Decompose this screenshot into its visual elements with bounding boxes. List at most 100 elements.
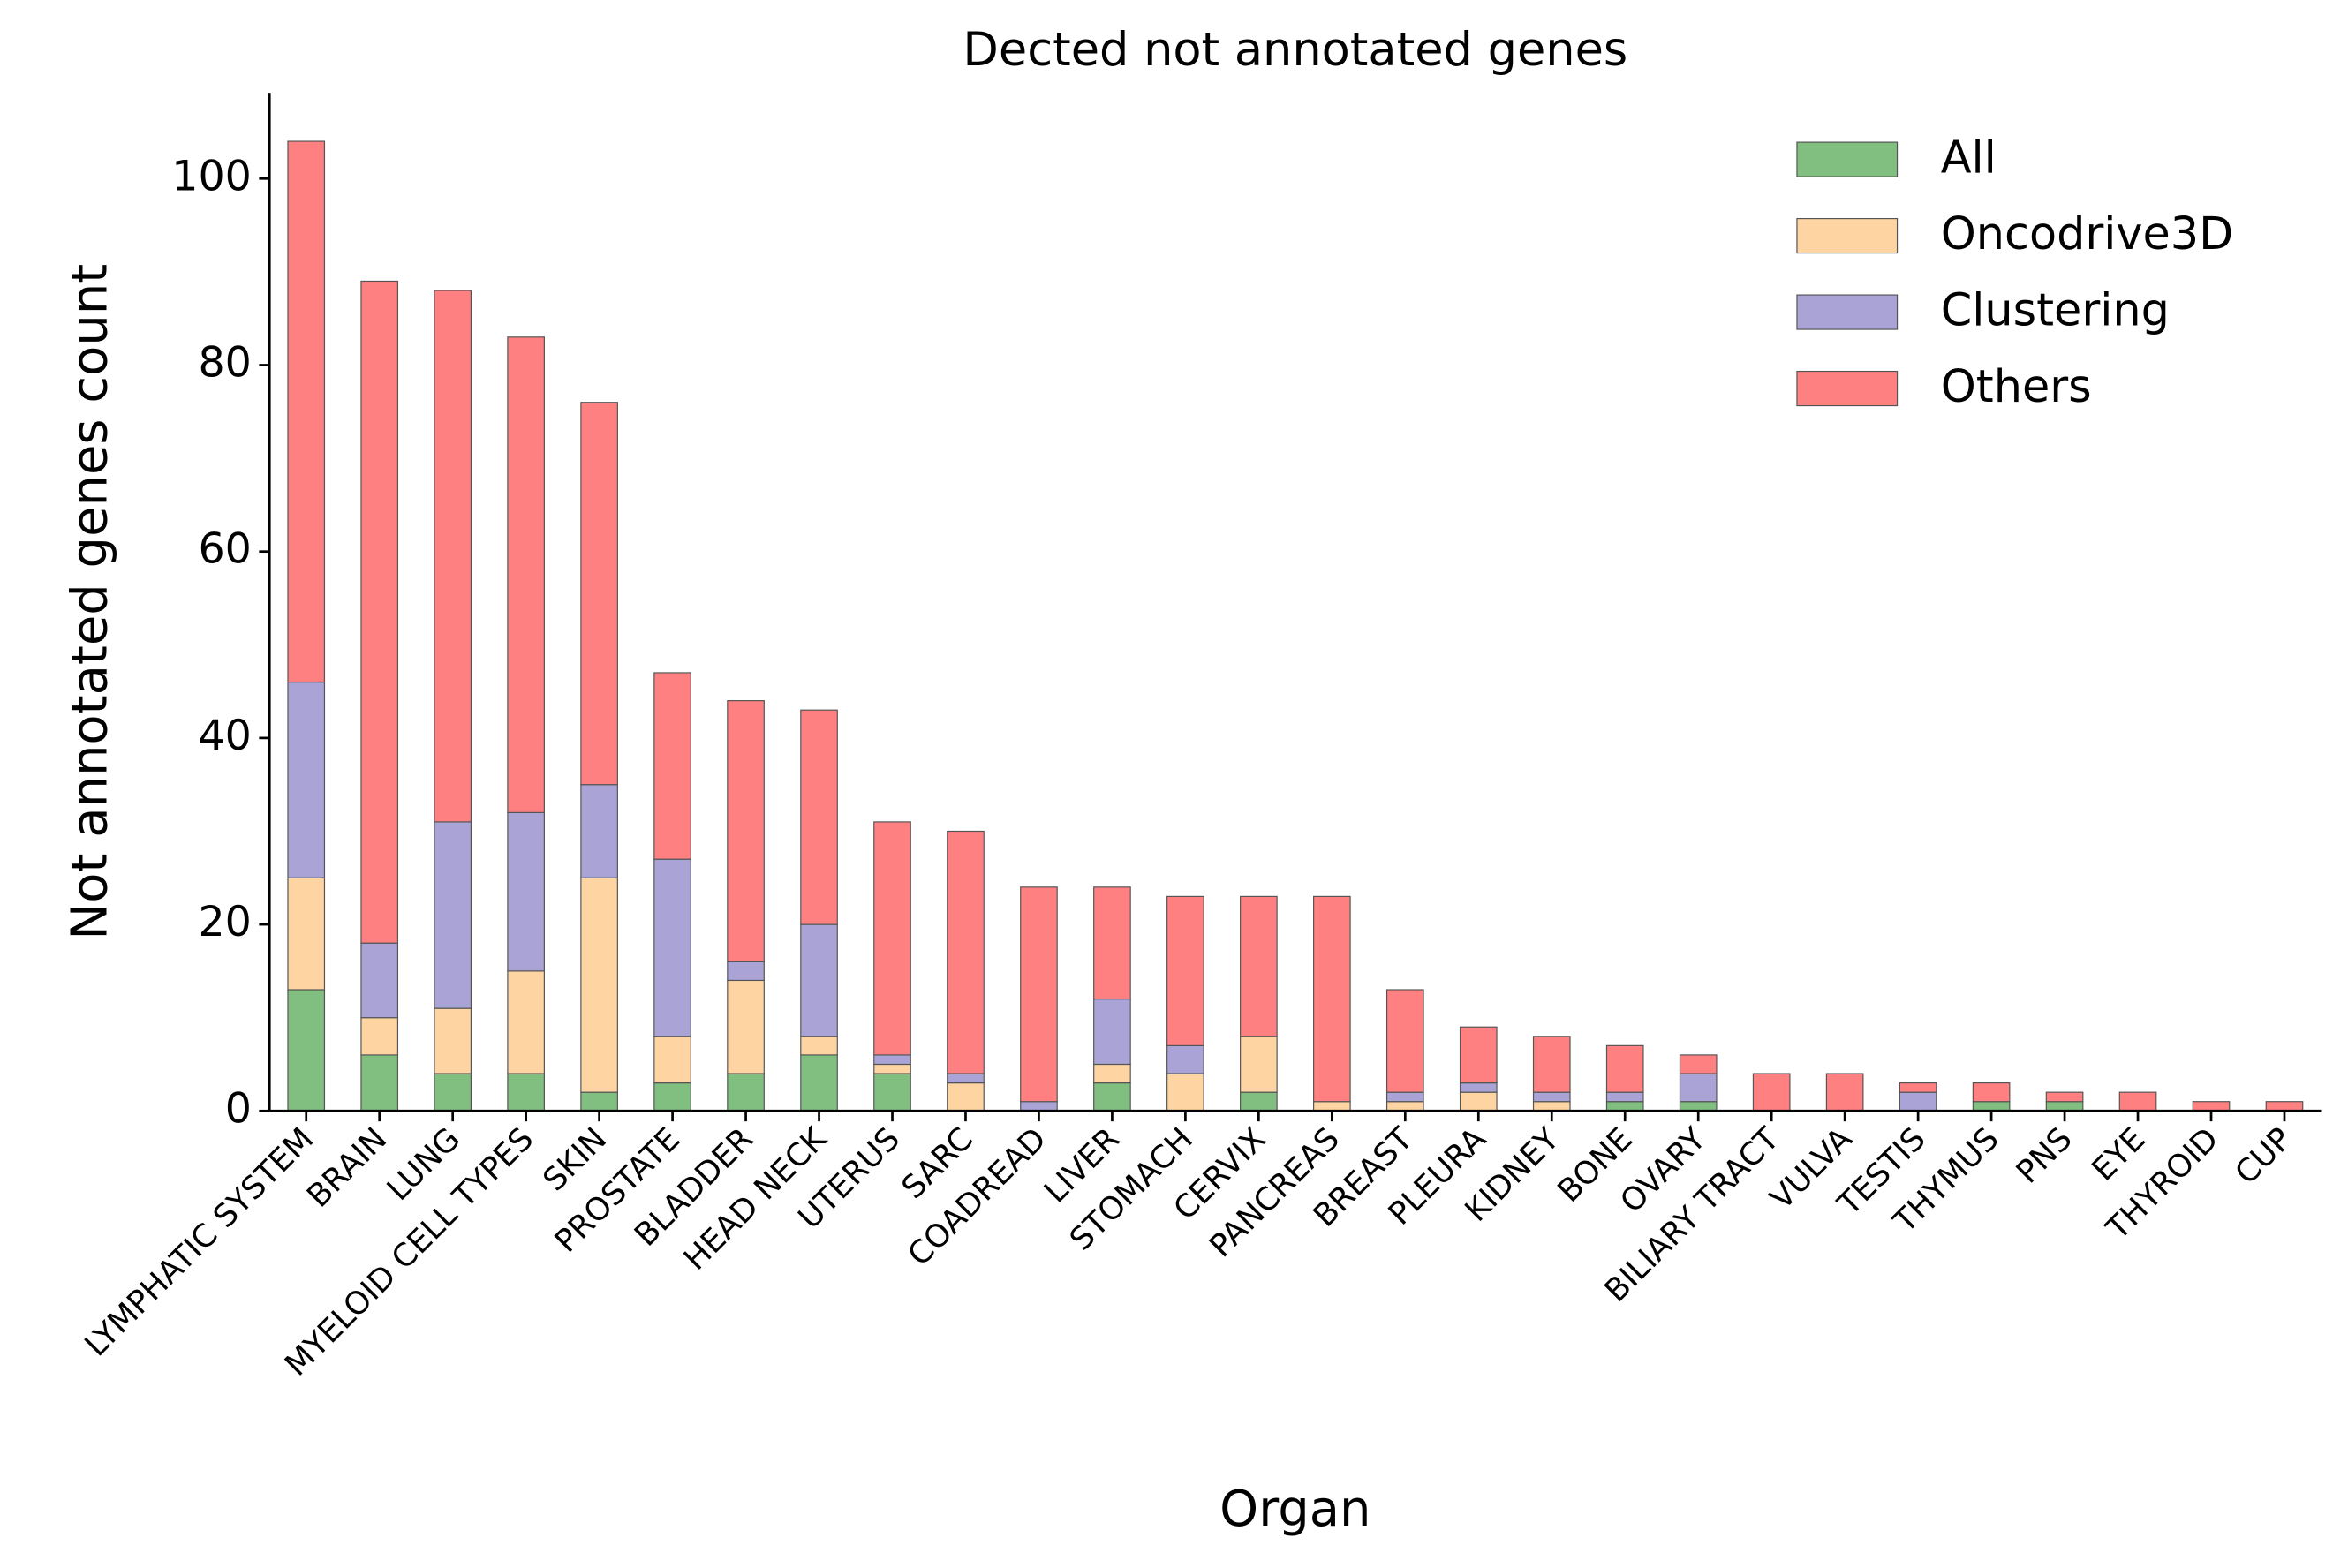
bar-segment [1093,998,1131,1066]
bar-segment [1093,1063,1131,1084]
bar-segment [2265,1101,2304,1112]
bar-segment [1020,886,1058,1103]
y-tick-label: 20 [198,898,251,946]
bar-segment [580,784,618,878]
bar-segment [653,1036,691,1084]
y-tick-label: 40 [198,712,251,760]
bar-segment [1020,1101,1058,1112]
x-tick-label: PNS [2010,1121,2080,1191]
bar-segment [1240,1036,1278,1093]
bar-segment [873,1063,911,1074]
y-tick-label: 100 [171,152,252,200]
bar-segment [1605,1091,1644,1103]
y-tick-label: 80 [198,338,251,387]
bar-segment [1752,1073,1791,1112]
bar-segment [434,290,472,823]
bar-segment [434,1007,472,1074]
x-axis-label: Organ [1219,1481,1370,1538]
bar-segment [580,1091,618,1112]
bar-segment [287,140,326,683]
bar-segment [727,700,765,962]
bar-segment [1459,1026,1498,1084]
bar-segment [873,1073,911,1112]
y-tick-label: 0 [225,1084,252,1133]
bar-segment [873,1054,911,1066]
bar-segment [947,1073,985,1084]
y-tick-label: 60 [198,525,251,574]
bar-segment [1532,1036,1571,1093]
bar-segment [287,877,326,991]
bar-segment [434,1073,472,1112]
bar-segment [360,280,399,944]
bar-segment [873,821,911,1056]
bar-segment [287,681,326,878]
bar-segment [653,1082,691,1112]
x-tick-label: BRAIN [300,1121,394,1215]
legend-swatch [1796,141,1899,177]
bar-segment [800,1054,838,1112]
chart-title: Dected not annotated genes [963,23,1627,77]
bar-segment [507,336,545,813]
bar-segment [1532,1101,1571,1112]
legend-label: Others [1941,360,2092,412]
bar-segment [1679,1101,1718,1112]
bar-segment [1679,1073,1718,1103]
bar-segment [1459,1082,1498,1093]
bar-segment [1240,895,1278,1037]
bar-segment [2118,1091,2157,1112]
bar-segment [1166,895,1204,1046]
bar-segment [1972,1082,2011,1103]
legend-label: Clustering [1941,283,2170,335]
bar-segment [947,1082,985,1112]
legend-label: All [1941,131,1997,183]
bar-segment [727,979,765,1074]
bar-segment [1093,1082,1131,1112]
legend-swatch [1796,294,1899,330]
bar-segment [580,402,618,786]
bar-segment [2045,1101,2084,1112]
bar-segment [727,961,765,982]
bar-segment [360,1054,399,1112]
bar-segment [2045,1091,2084,1103]
bar-segment [653,672,691,860]
bar-segment [360,942,399,1019]
bar-segment [727,1073,765,1112]
bar-segment [1972,1101,2011,1112]
legend-label: Oncodrive3D [1941,207,2234,260]
bar-segment [1313,895,1351,1103]
bar-segment [1899,1091,1937,1112]
bar-segment [1605,1101,1644,1112]
bar-segment [653,858,691,1037]
bar-segment [1313,1101,1351,1112]
bar-segment [1093,886,1131,1000]
bar-segment [1240,1091,1278,1112]
bar-segment [800,923,838,1037]
bar-segment [1532,1091,1571,1103]
bar-segment [434,821,472,1009]
bar-segment [1385,1091,1424,1103]
bar-segment [800,709,838,925]
legend-swatch [1796,217,1899,254]
bar-segment [1679,1054,1718,1074]
bar-segment [580,877,618,1093]
bar-segment [1459,1091,1498,1112]
bar-segment [507,1073,545,1112]
bar-segment [947,830,985,1074]
x-tick-label: CUP [2228,1121,2299,1192]
y-axis-label: Not annotated genes count [61,264,118,940]
legend-swatch [1796,370,1899,407]
x-tick-label: LYMPHATIC SYSTEM [78,1121,321,1364]
bar-segment [507,970,545,1074]
bar-segment [1385,989,1424,1093]
bar-segment [360,1017,399,1056]
bar-segment [1166,1044,1204,1074]
bar-segment [800,1036,838,1056]
bar-segment [1825,1073,1864,1112]
bar-segment [2192,1101,2231,1112]
bar-segment [287,989,326,1112]
bar-segment [1605,1044,1644,1093]
bar-segment [1385,1101,1424,1112]
bar-segment [507,811,545,972]
bar-segment [1899,1082,1937,1093]
